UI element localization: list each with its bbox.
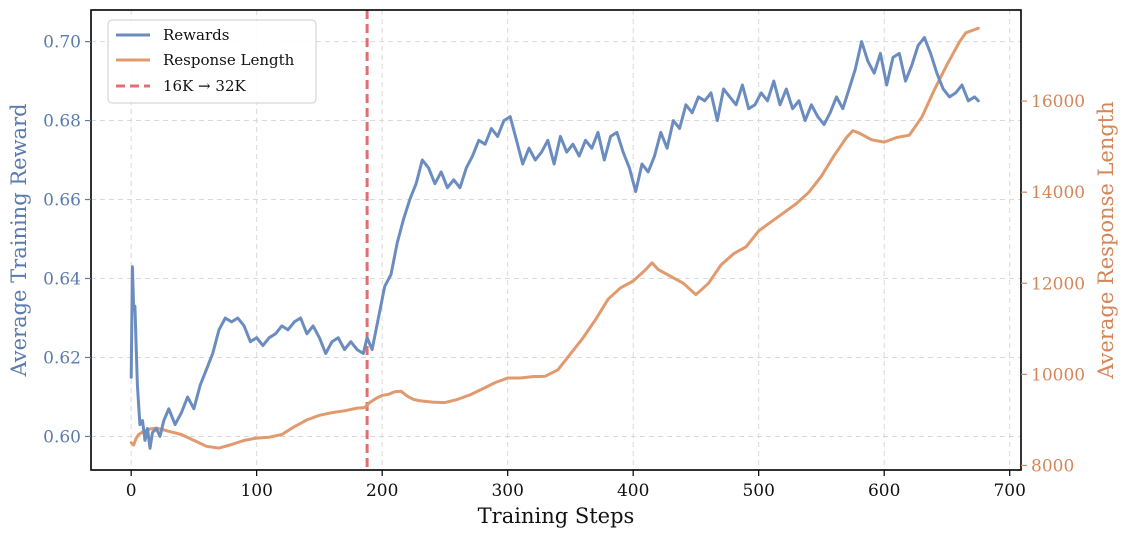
y-left-tick-label: 0.70 [43, 33, 81, 53]
y-left-tick-label: 0.68 [43, 112, 81, 132]
legend: Rewards Response Length 16K → 32K [107, 19, 317, 104]
x-tick-label: 600 [868, 481, 900, 501]
y-left-tick-label: 0.66 [43, 191, 81, 211]
y-left-tick-label: 0.64 [43, 269, 81, 289]
plot-frame [90, 9, 1022, 471]
y-right-tick-label: 10000 [1031, 365, 1085, 385]
x-axis-label: Training Steps [478, 504, 635, 528]
axis-ticks: 0 100 200 300 400 500 600 700 0.60 0.62 0.64 0.66 0.… [43, 33, 1085, 501]
y-right-tick-label: 14000 [1031, 183, 1085, 203]
legend-label-response-length: Response Length [163, 51, 295, 69]
x-tick-label: 200 [366, 481, 398, 501]
x-tick-label: 0 [126, 481, 137, 501]
legend-label-switch: 16K → 32K [163, 77, 246, 95]
y-right-tick-label: 16000 [1031, 92, 1085, 112]
x-tick-label: 700 [993, 481, 1025, 501]
y-right-tick-label: 12000 [1031, 274, 1085, 294]
y-axis-left-label: Average Training Reward [7, 103, 31, 377]
x-tick-label: 400 [617, 481, 649, 501]
x-tick-label: 100 [240, 481, 272, 501]
y-left-tick-label: 0.62 [43, 348, 81, 368]
legend-label-rewards: Rewards [163, 26, 229, 44]
x-tick-label: 300 [491, 481, 523, 501]
y-axis-right-label: Average Response Length [1094, 101, 1118, 380]
legend-box [107, 19, 317, 104]
series-line-rewards [129, 36, 980, 450]
y-right-tick-label: 8000 [1031, 456, 1074, 476]
x-tick-label: 500 [742, 481, 774, 501]
series-line-response-length [129, 26, 980, 450]
series-lines [129, 26, 980, 450]
y-left-tick-label: 0.60 [43, 427, 81, 447]
